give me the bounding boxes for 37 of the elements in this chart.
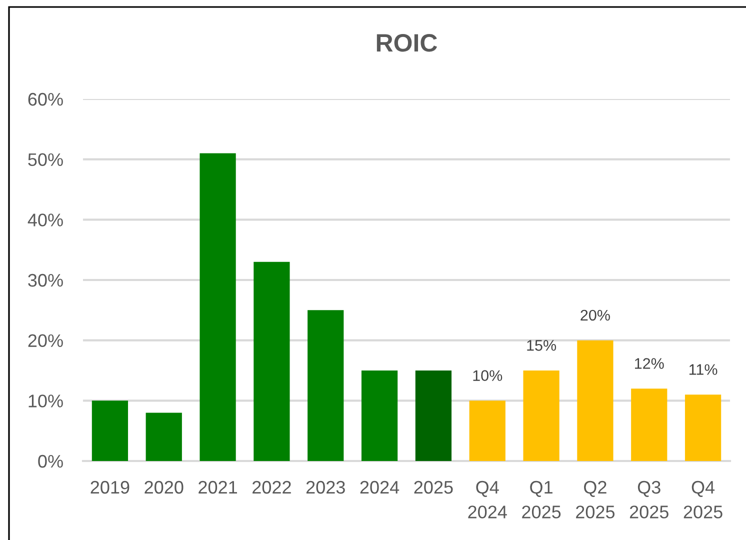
x-tick-label: Q3 2025: [630, 480, 668, 518]
x-tick-label: 2023: [306, 480, 345, 494]
bar: [469, 400, 506, 461]
bar: [254, 262, 290, 461]
x-tick-label: 2019: [90, 480, 130, 494]
bar: [577, 340, 614, 461]
y-tick-label: 30%: [28, 274, 63, 287]
x-tick-label: Q4 2024: [468, 480, 507, 518]
bar: [684, 394, 722, 461]
x-tick-label: Q2 2025: [576, 480, 615, 518]
bar: [92, 400, 128, 461]
x-tick-label: Q1 2025: [522, 480, 561, 518]
y-tick-label: 0%: [38, 454, 63, 468]
x-tick-label: 2024: [360, 480, 400, 494]
y-tick-label: 60%: [28, 92, 63, 106]
x-tick-label: 2022: [252, 480, 291, 494]
data-label: 15%: [527, 340, 556, 351]
bar: [523, 370, 560, 461]
x-tick-label: Q4 2025: [684, 480, 722, 518]
x-tick-label: 2020: [144, 480, 184, 494]
x-tick-label: 2021: [198, 480, 237, 494]
y-tick-label: 10%: [28, 394, 63, 408]
bar: [631, 388, 668, 461]
bar: [200, 153, 236, 461]
y-tick-label: 20%: [28, 334, 63, 348]
chart-title: ROIC: [376, 34, 438, 52]
bar: [361, 370, 398, 461]
data-label: 20%: [580, 310, 610, 321]
x-tick-label: 2025: [414, 480, 453, 494]
bar: [415, 370, 452, 461]
data-label: 11%: [689, 364, 718, 375]
data-label: 10%: [473, 370, 502, 381]
bar: [146, 412, 182, 461]
bar: [308, 310, 344, 461]
data-label: 12%: [635, 358, 664, 369]
y-tick-label: 40%: [28, 214, 63, 226]
y-tick-label: 50%: [28, 153, 63, 166]
